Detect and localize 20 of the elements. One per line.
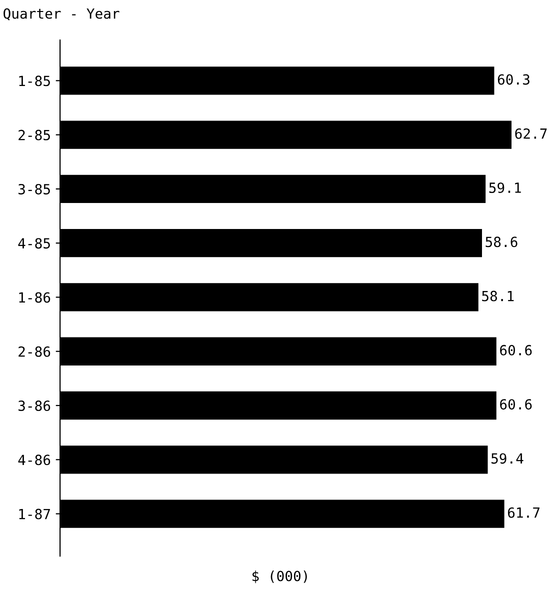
data-label: 60.6 xyxy=(500,344,532,356)
data-label: 61.7 xyxy=(508,507,540,518)
y-tick-label: 4-86 xyxy=(18,454,50,466)
data-label: 60.3 xyxy=(498,74,530,85)
y-tick-label: 2-85 xyxy=(18,130,50,140)
y-tick-label: 1-87 xyxy=(19,508,50,520)
y-tick-label: 3-86 xyxy=(18,400,50,412)
data-label: 59.1 xyxy=(489,182,521,194)
y-tick-label: 4-85 xyxy=(18,238,50,249)
y-tick-label: 2-86 xyxy=(18,346,50,357)
y-axis-title: Quarter - Year xyxy=(4,8,120,20)
x-axis-title: $ (000) xyxy=(252,570,307,584)
data-label: 60.6 xyxy=(500,399,532,410)
y-tick-label: 3-85 xyxy=(18,184,50,194)
y-tick-label: 1-86 xyxy=(19,292,50,303)
data-label: 58.6 xyxy=(486,236,518,248)
data-label: 59.4 xyxy=(491,453,524,464)
data-label: 62.7 xyxy=(515,128,547,139)
data-label: 58.1 xyxy=(482,290,514,302)
y-tick-label: 1-85 xyxy=(19,76,50,86)
